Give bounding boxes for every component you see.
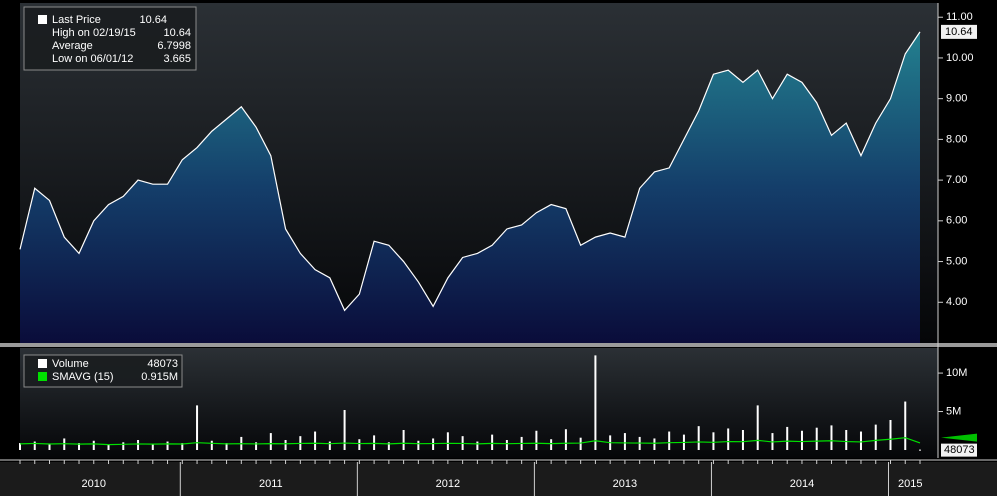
- volume-bar: [845, 430, 848, 450]
- volume-bar: [151, 443, 154, 450]
- volume-bar: [196, 405, 199, 450]
- price-area: [20, 31, 920, 344]
- volume-bar: [358, 439, 361, 450]
- volume-bar: [78, 443, 81, 450]
- volume-bar: [830, 425, 833, 450]
- volume-bar: [373, 435, 376, 450]
- volume-bar: [33, 441, 36, 450]
- legend-value: 0.915M: [141, 371, 178, 383]
- volume-bar: [92, 440, 95, 450]
- volume-bar: [402, 430, 405, 450]
- volume-bar: [874, 424, 877, 450]
- volume-bar: [446, 432, 449, 450]
- volume-bar: [181, 443, 184, 450]
- volume-bar: [623, 433, 626, 450]
- volume-bar: [225, 443, 228, 450]
- legend-swatch: [38, 15, 47, 24]
- legend-label: Volume: [52, 358, 89, 370]
- y-tick-label: 8.00: [946, 133, 967, 145]
- x-tick-label: 2013: [613, 478, 637, 490]
- y-tick-label: 5M: [946, 405, 961, 417]
- volume-bar: [697, 426, 700, 450]
- stat-label: Average: [52, 40, 93, 52]
- volume-bar: [269, 433, 272, 450]
- volume-bar: [432, 438, 435, 450]
- volume-bar: [107, 444, 110, 450]
- y-tick-label: 11.00: [946, 11, 973, 23]
- volume-bar: [800, 430, 803, 450]
- price-line: [19, 31, 921, 312]
- x-tick-label: 2015: [898, 478, 922, 490]
- last-volume-box: [941, 443, 977, 457]
- volume-bar: [668, 431, 671, 450]
- volume-bar: [653, 438, 656, 450]
- volume-bar: [417, 440, 420, 450]
- time-axis-strip: [0, 462, 997, 496]
- x-tick-label: 2012: [436, 478, 460, 490]
- volume-bar: [19, 443, 21, 450]
- price-legend: [23, 6, 197, 71]
- volume-bar: [727, 428, 730, 450]
- volume-bar: [48, 443, 51, 450]
- volume-bar: [741, 430, 744, 450]
- legend-value: 10.64: [139, 14, 167, 26]
- y-tick-label: 10.00: [946, 52, 974, 64]
- volume-bar: [387, 442, 390, 450]
- last-price-box: [941, 24, 977, 39]
- legend-label: Last Price: [52, 14, 101, 26]
- volume-bar: [314, 431, 317, 450]
- y-tick-label: 10M: [946, 367, 967, 379]
- legend-swatch: [38, 359, 47, 368]
- stat-label: Low on 06/01/12: [52, 53, 133, 65]
- legend-swatch: [38, 372, 47, 381]
- volume-bar: [756, 405, 759, 450]
- volume-bar: [166, 441, 169, 450]
- last-volume-label: 48073: [944, 444, 975, 456]
- panel-divider: [0, 343, 997, 347]
- legend-label: SMAVG (15): [52, 371, 114, 383]
- volume-bar: [904, 401, 907, 450]
- stat-value: 3.665: [163, 53, 191, 65]
- volume-bar: [210, 440, 213, 450]
- volume-bar: [137, 440, 140, 450]
- volume-bar: [594, 355, 597, 450]
- y-tick-label: 6.00: [946, 215, 967, 227]
- stat-value: 10.64: [163, 27, 191, 39]
- volume-bar: [328, 441, 331, 450]
- volume-bar: [284, 440, 287, 450]
- volume-bar: [491, 434, 494, 450]
- x-tick-label: 2010: [82, 478, 106, 490]
- y-tick-label: 4.00: [946, 296, 967, 308]
- volume-bar: [476, 441, 479, 450]
- x-tick-label: 2014: [790, 478, 814, 490]
- stat-value: 6.7998: [157, 40, 191, 52]
- volume-bar: [712, 432, 715, 450]
- volume-bar: [535, 430, 538, 450]
- last-price-label: 10.64: [945, 26, 973, 38]
- volume-bar: [122, 442, 125, 450]
- volume-bar: [343, 410, 346, 450]
- legend-value: 48073: [147, 358, 178, 370]
- volume-bar: [859, 431, 862, 450]
- volume-bar: [919, 449, 921, 451]
- volume-marker: [941, 433, 977, 442]
- volume-bar: [564, 429, 567, 450]
- volume-legend: [23, 354, 183, 388]
- volume-bar: [550, 439, 553, 450]
- volume-bar: [815, 427, 818, 450]
- volume-bar: [505, 440, 508, 450]
- volume-bar: [889, 420, 892, 450]
- y-tick-label: 7.00: [946, 174, 967, 186]
- volume-bar: [255, 442, 258, 450]
- smavg-line: [19, 437, 921, 446]
- x-tick-label: 2011: [259, 478, 283, 490]
- stat-label: High on 02/19/15: [52, 27, 136, 39]
- volume-bar: [786, 426, 789, 450]
- volume-bar: [579, 437, 582, 450]
- y-tick-label: 9.00: [946, 93, 967, 105]
- y-tick-label: 5.00: [946, 255, 967, 267]
